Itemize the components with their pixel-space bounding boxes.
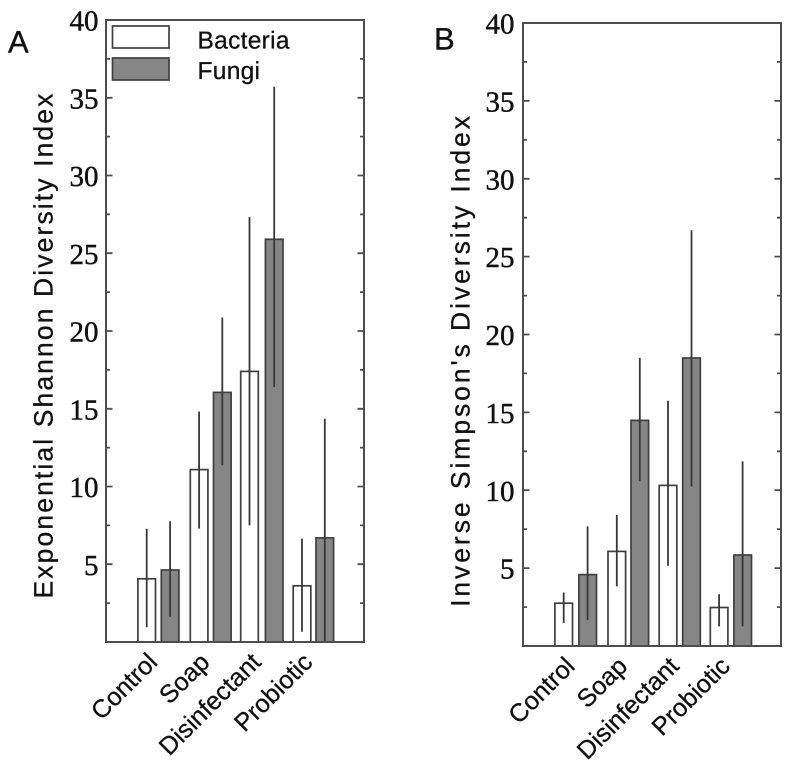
svg-text:Bacteria: Bacteria — [198, 27, 290, 54]
svg-text:30: 30 — [486, 164, 515, 196]
svg-text:30: 30 — [70, 161, 99, 193]
svg-text:Fungi: Fungi — [198, 58, 261, 85]
svg-text:20: 20 — [486, 320, 515, 352]
svg-text:15: 15 — [486, 398, 515, 430]
svg-text:20: 20 — [70, 317, 99, 349]
svg-text:25: 25 — [70, 239, 99, 271]
svg-text:5: 5 — [500, 554, 515, 586]
svg-text:35: 35 — [486, 87, 515, 119]
svg-text:10: 10 — [486, 476, 515, 508]
svg-text:40: 40 — [486, 9, 515, 41]
svg-text:40: 40 — [70, 6, 99, 38]
svg-text:15: 15 — [70, 394, 99, 426]
svg-text:5: 5 — [84, 550, 99, 582]
svg-text:25: 25 — [486, 242, 515, 274]
svg-text:Exponential Shannon Diversity: Exponential Shannon Diversity Index — [29, 92, 59, 599]
svg-text:Inverse Simpson's Diversity In: Inverse Simpson's Diversity Index — [446, 113, 476, 607]
svg-text:B: B — [434, 22, 455, 57]
svg-text:10: 10 — [70, 472, 99, 504]
svg-text:35: 35 — [70, 83, 99, 115]
svg-text:A: A — [8, 24, 29, 59]
